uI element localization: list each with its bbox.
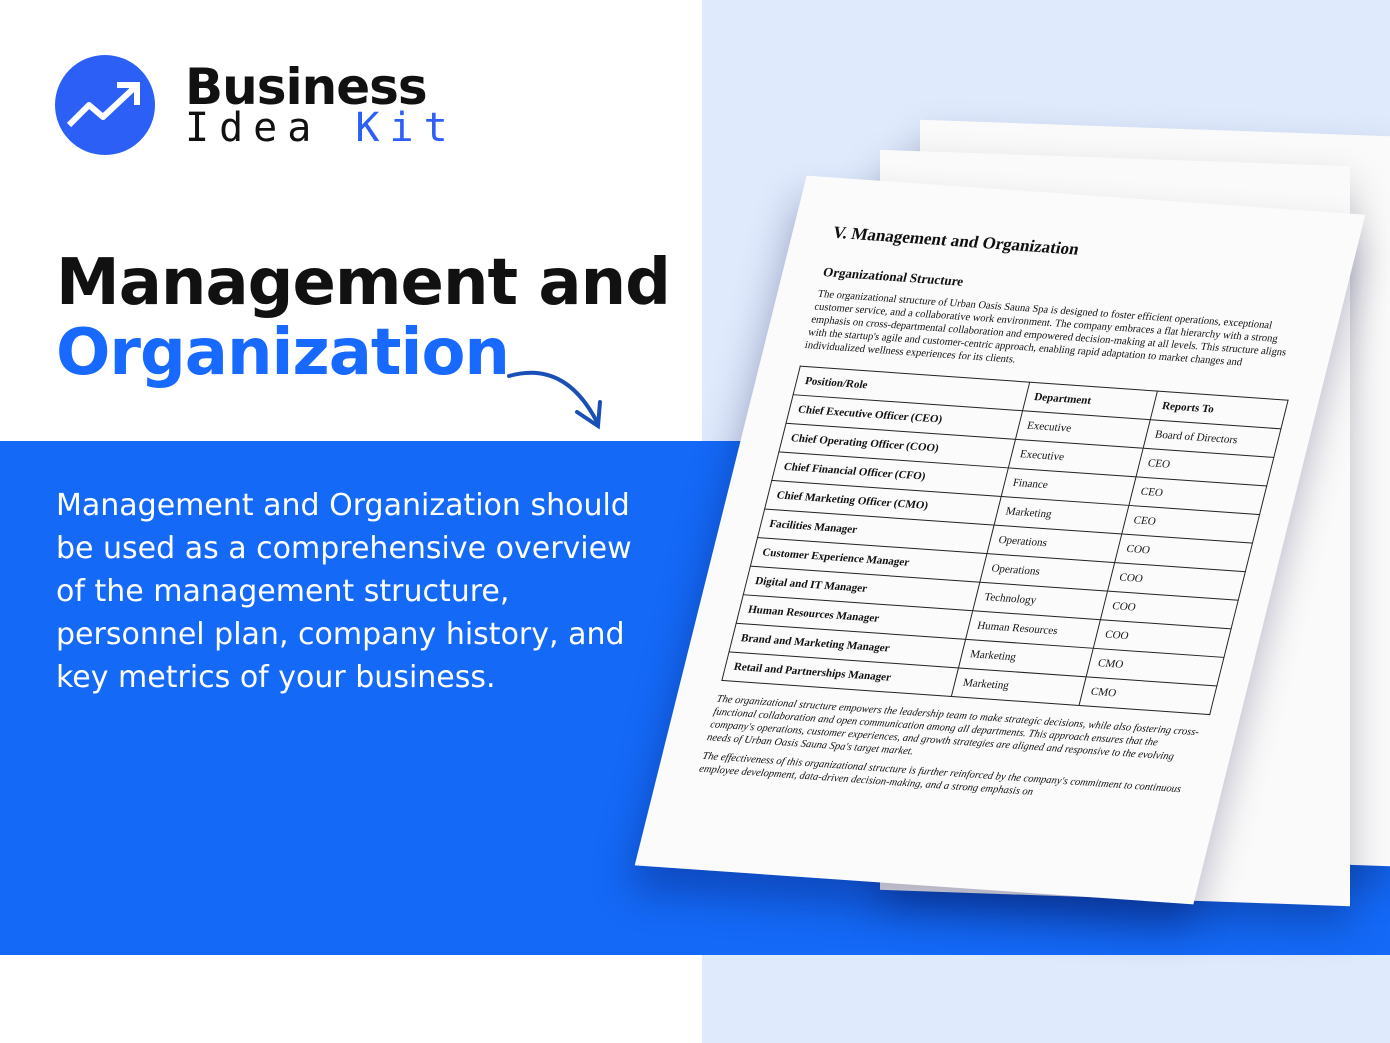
- trend-chart-icon: [55, 55, 155, 155]
- description: Management and Organization should be us…: [56, 488, 632, 695]
- curved-arrow-icon: [507, 370, 602, 430]
- brand-line1: Business: [185, 58, 428, 116]
- title-line1: Management and: [56, 246, 671, 320]
- title-line2: Organization: [56, 316, 510, 390]
- brand-idea: Idea: [185, 105, 322, 151]
- org-table: Position/Role Department Reports To Chief …: [721, 366, 1289, 715]
- page-title: Management and Organization: [56, 246, 671, 390]
- doc-title: V. Management and Organization: [830, 222, 1082, 259]
- brand-logo: Business Idea Kit: [55, 55, 458, 155]
- brand-kit: Kit: [355, 105, 458, 151]
